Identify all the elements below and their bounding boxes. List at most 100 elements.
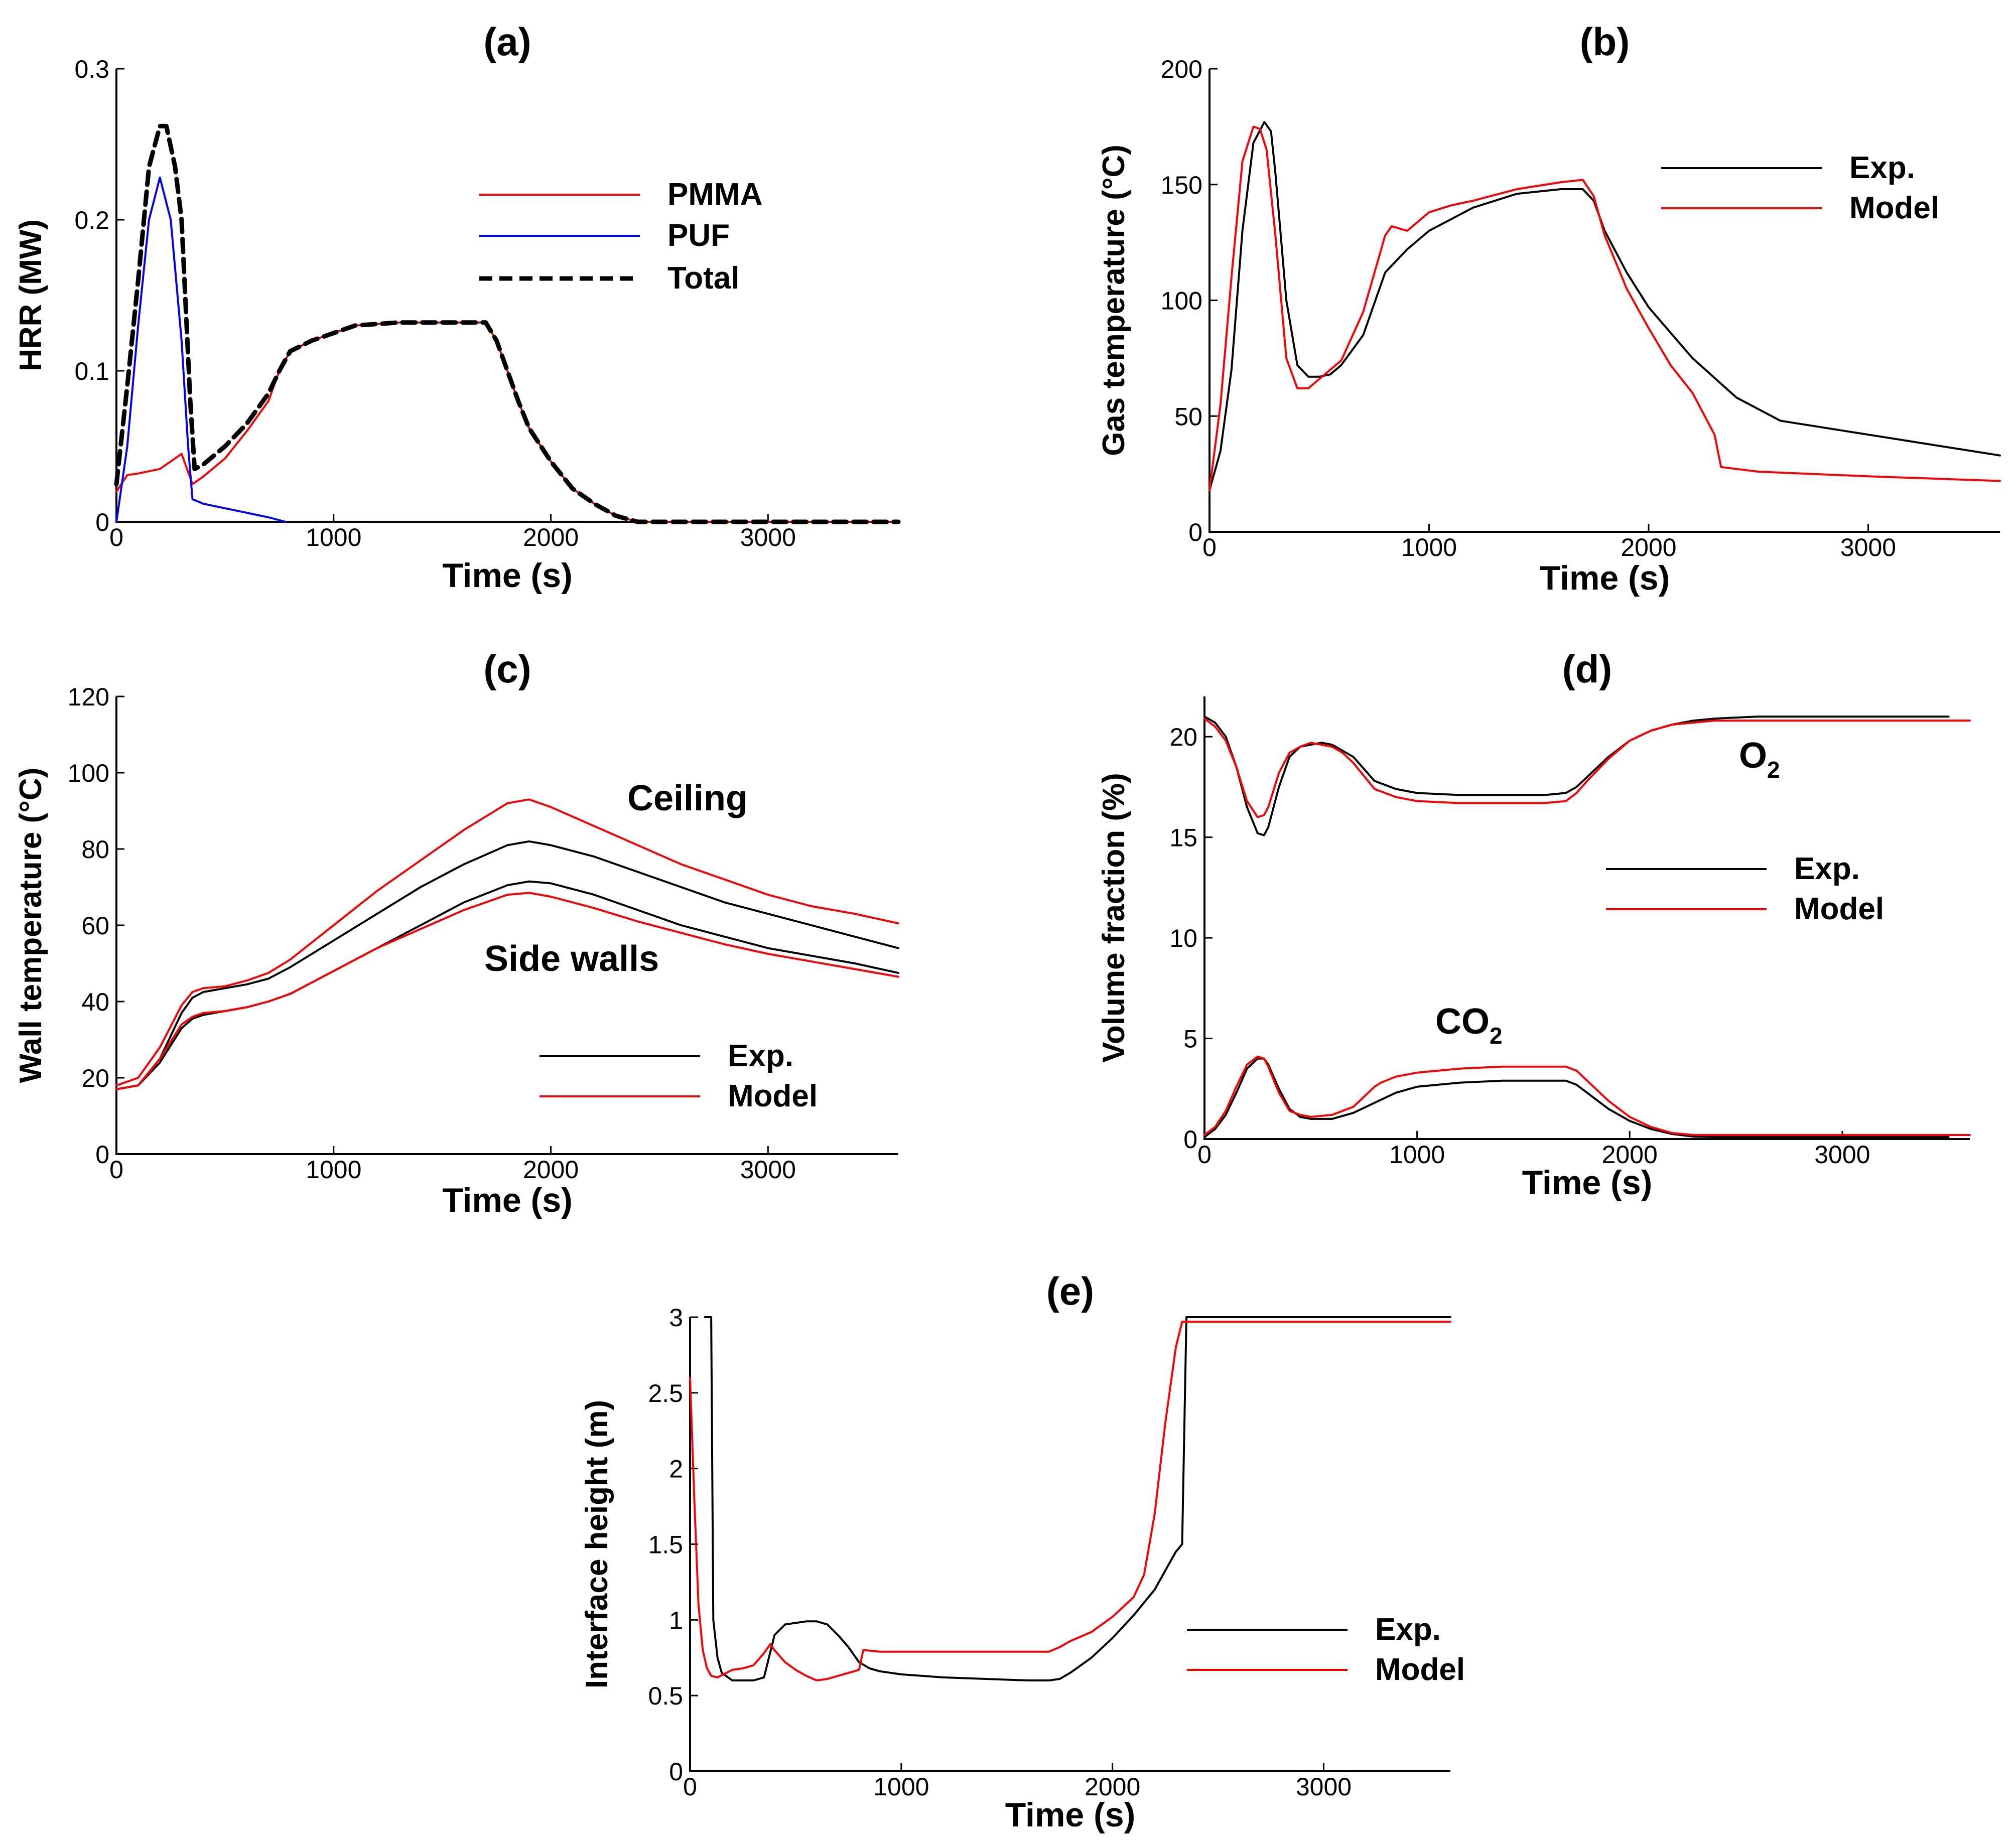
legend: Exp. Model [540, 1039, 818, 1113]
annotation-co2: CO2 [1435, 1002, 1503, 1049]
legend-entry: Exp. [1849, 151, 1915, 185]
y-tick-label: 40 [81, 988, 109, 1016]
y-tick-label: 20 [1169, 723, 1197, 751]
y-tick-label: 0 [1183, 1125, 1197, 1154]
legend: Exp. Model [1187, 1612, 1465, 1687]
y-tick-label: 10 [1169, 924, 1197, 952]
y-tick-label: 5 [1183, 1025, 1197, 1053]
series-line-exp-co2 [1203, 1057, 1950, 1138]
y-tick-label: 15 [1169, 824, 1197, 852]
series-line-pmma [115, 321, 899, 523]
y-tick-label: 200 [1161, 55, 1202, 83]
y-axis-label: HRR (MW) [14, 219, 48, 371]
x-tick-label: 1000 [306, 1156, 361, 1184]
y-tick-label: 0 [95, 1141, 109, 1169]
legend-entry: PMMA [667, 177, 762, 212]
series-line-model-co2 [1203, 1055, 1971, 1136]
legend-entry: Model [1375, 1652, 1465, 1687]
x-tick-label: 3000 [1814, 1141, 1870, 1169]
axes-b [1208, 69, 2000, 533]
y-tick-label: 120 [68, 683, 109, 711]
y-tick-label: 1.5 [648, 1531, 683, 1559]
series-line-exp-side-walls [115, 880, 899, 1090]
y-tick-label: 0.2 [74, 206, 109, 234]
axes-a [115, 69, 898, 523]
series-line-model [689, 1321, 1451, 1681]
y-axis-label: Gas temperature (°C) [1097, 145, 1131, 456]
y-tick-label: 3 [669, 1304, 683, 1332]
x-axis-label: Time (s) [1522, 1164, 1652, 1202]
chart-title: (b) [1580, 20, 1630, 64]
chart-c: 0 1000 2000 3000 0 20 40 60 80 100 120 (c) Time (s) W… [14, 647, 899, 1219]
x-tick-label: 2000 [1621, 533, 1676, 561]
legend: PMMA PUF Total [479, 177, 762, 296]
legend-entry: Model [1849, 191, 1939, 225]
y-tick-label: 150 [1161, 171, 1202, 199]
y-tick-label: 1 [669, 1606, 683, 1634]
series-line-model [1203, 718, 1971, 818]
y-tick-label: 0 [1188, 518, 1202, 546]
y-tick-label: 0 [669, 1758, 683, 1786]
x-tick-label: 3000 [740, 523, 796, 551]
y-tick-label: 0.3 [74, 55, 109, 83]
x-tick-label: 1000 [306, 523, 361, 551]
y-tick-label: 80 [81, 835, 109, 864]
legend-entry: Exp. [728, 1039, 793, 1073]
legend-entry: PUF [667, 218, 730, 253]
chart-title: (d) [1562, 647, 1612, 691]
annotation-o2: O2 [1739, 736, 1780, 783]
legend-entry: Model [1794, 892, 1884, 926]
annotation-ceiling: Ceiling [627, 778, 748, 818]
y-tick-label: 0.5 [648, 1682, 683, 1710]
x-tick-label: 3000 [740, 1156, 796, 1184]
x-tick-label: 1000 [1401, 533, 1457, 561]
series-line-total [114, 123, 901, 524]
series-line-exp [115, 840, 899, 1090]
x-axis-label: Time (s) [442, 556, 572, 595]
x-axis-label: Time (s) [1005, 1796, 1135, 1834]
y-tick-label: 100 [1161, 287, 1202, 315]
series-line-exp [1208, 121, 2001, 491]
x-axis-label: Time (s) [1540, 559, 1670, 597]
chart-b: 0 1000 2000 3000 0 50 100 150 200 (b) Time (s) Gas … [1097, 20, 2001, 597]
series-line-model [115, 798, 899, 1087]
x-axis-label: Time (s) [442, 1181, 572, 1219]
x-tick-label: 2000 [523, 1156, 579, 1184]
chart-a: 0 1000 2000 3000 0 0.1 0.2 0.3 (a) Time (s) HRR (M… [14, 20, 901, 595]
x-tick-label: 0 [1202, 533, 1217, 561]
chart-title: (e) [1046, 1269, 1094, 1313]
annotation-side-walls: Side walls [484, 939, 659, 979]
y-tick-label: 2.5 [648, 1379, 683, 1407]
series-line-exp [1203, 716, 1950, 836]
x-tick-label: 2000 [1602, 1141, 1658, 1169]
y-tick-label: 50 [1174, 402, 1202, 431]
y-tick-label: 20 [81, 1064, 109, 1092]
x-tick-label: 1000 [1389, 1141, 1445, 1169]
legend: Exp. Model [1661, 151, 1939, 225]
series-line-puf [115, 176, 287, 523]
y-axis-label: Wall temperature (°C) [14, 768, 48, 1083]
y-tick-label: 2 [669, 1455, 683, 1483]
x-tick-label: 0 [1197, 1141, 1212, 1169]
legend-entry: Exp. [1375, 1612, 1441, 1647]
legend-entry: Exp. [1794, 852, 1860, 886]
chart-d: 0 1000 2000 3000 0 5 10 15 20 (d) Time (s) Volume f… [1097, 647, 1971, 1202]
series-line-model-side-walls [115, 892, 899, 1090]
y-axis-label: Volume fraction (%) [1097, 773, 1131, 1063]
x-tick-label: 0 [109, 523, 123, 551]
y-tick-label: 0.1 [74, 357, 109, 385]
x-tick-label: 0 [683, 1773, 697, 1801]
legend-entry: Total [667, 261, 740, 296]
y-tick-label: 60 [81, 912, 109, 940]
x-tick-label: 1000 [873, 1773, 929, 1801]
x-tick-label: 3000 [1296, 1773, 1352, 1801]
x-tick-label: 2000 [523, 523, 579, 551]
axes-e [689, 1317, 1450, 1772]
series-line-model [1208, 125, 2001, 491]
chart-title: (c) [483, 647, 531, 691]
legend: Exp. Model [1606, 852, 1884, 926]
x-tick-label: 3000 [1840, 533, 1896, 561]
y-tick-label: 100 [68, 759, 109, 787]
x-tick-label: 2000 [1085, 1773, 1140, 1801]
